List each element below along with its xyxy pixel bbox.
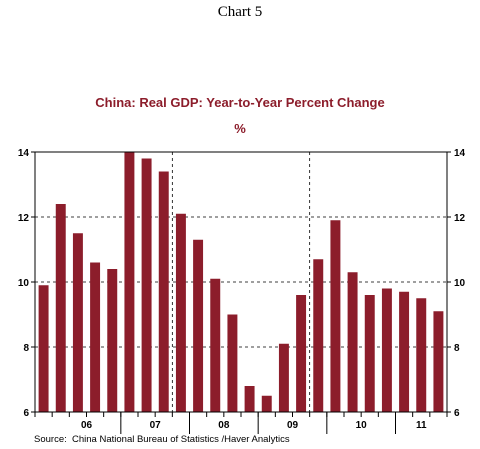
x-year-label: 09 <box>287 420 299 431</box>
bar <box>210 278 221 412</box>
bar <box>416 298 427 412</box>
bar <box>90 262 101 412</box>
bar <box>381 288 392 412</box>
bar <box>124 152 135 412</box>
y-tick-label-left: 14 <box>18 148 30 159</box>
bar <box>193 239 204 412</box>
bar <box>244 386 255 412</box>
bar <box>175 213 186 412</box>
bar <box>313 259 324 412</box>
x-year-label: 07 <box>150 420 162 431</box>
x-year-label: 11 <box>416 420 427 431</box>
y-tick-label-right: 12 <box>454 213 466 224</box>
bar <box>347 272 358 412</box>
chart-number: Chart 5 <box>217 4 263 20</box>
y-tick-label-left: 10 <box>18 278 30 289</box>
x-year-label: 06 <box>81 420 93 431</box>
bar <box>330 220 341 412</box>
x-year-label: 10 <box>356 420 368 431</box>
bar <box>38 285 49 412</box>
bar <box>72 233 83 412</box>
bar <box>278 343 289 412</box>
chart-title: China: Real GDP: Year-to-Year Percent Ch… <box>95 95 385 110</box>
bar <box>364 295 375 412</box>
bar <box>107 269 118 412</box>
chart-unit: % <box>234 121 246 136</box>
x-year-label: 08 <box>218 420 230 431</box>
bar <box>158 171 169 412</box>
y-tick-label-right: 8 <box>454 343 460 354</box>
bar <box>55 204 66 412</box>
y-tick-label-left: 8 <box>23 343 29 354</box>
y-tick-label-right: 14 <box>454 148 466 159</box>
source-note: Source: China National Bureau of Statist… <box>34 434 290 445</box>
bar <box>296 295 307 412</box>
y-tick-label-right: 10 <box>454 278 466 289</box>
axis-layer: 6 6 8 8 10 10 12 12 14 14 06 07 08 09 10 11 <box>18 148 466 434</box>
y-tick-label-left: 12 <box>18 213 30 224</box>
bar <box>141 158 152 412</box>
bar <box>399 291 410 412</box>
y-tick-label-left: 6 <box>23 408 29 419</box>
bar <box>433 311 444 412</box>
grid-layer <box>35 152 447 412</box>
bar <box>227 314 238 412</box>
bar-layer <box>38 152 444 412</box>
bar <box>261 395 272 412</box>
y-tick-label-right: 6 <box>454 408 460 419</box>
